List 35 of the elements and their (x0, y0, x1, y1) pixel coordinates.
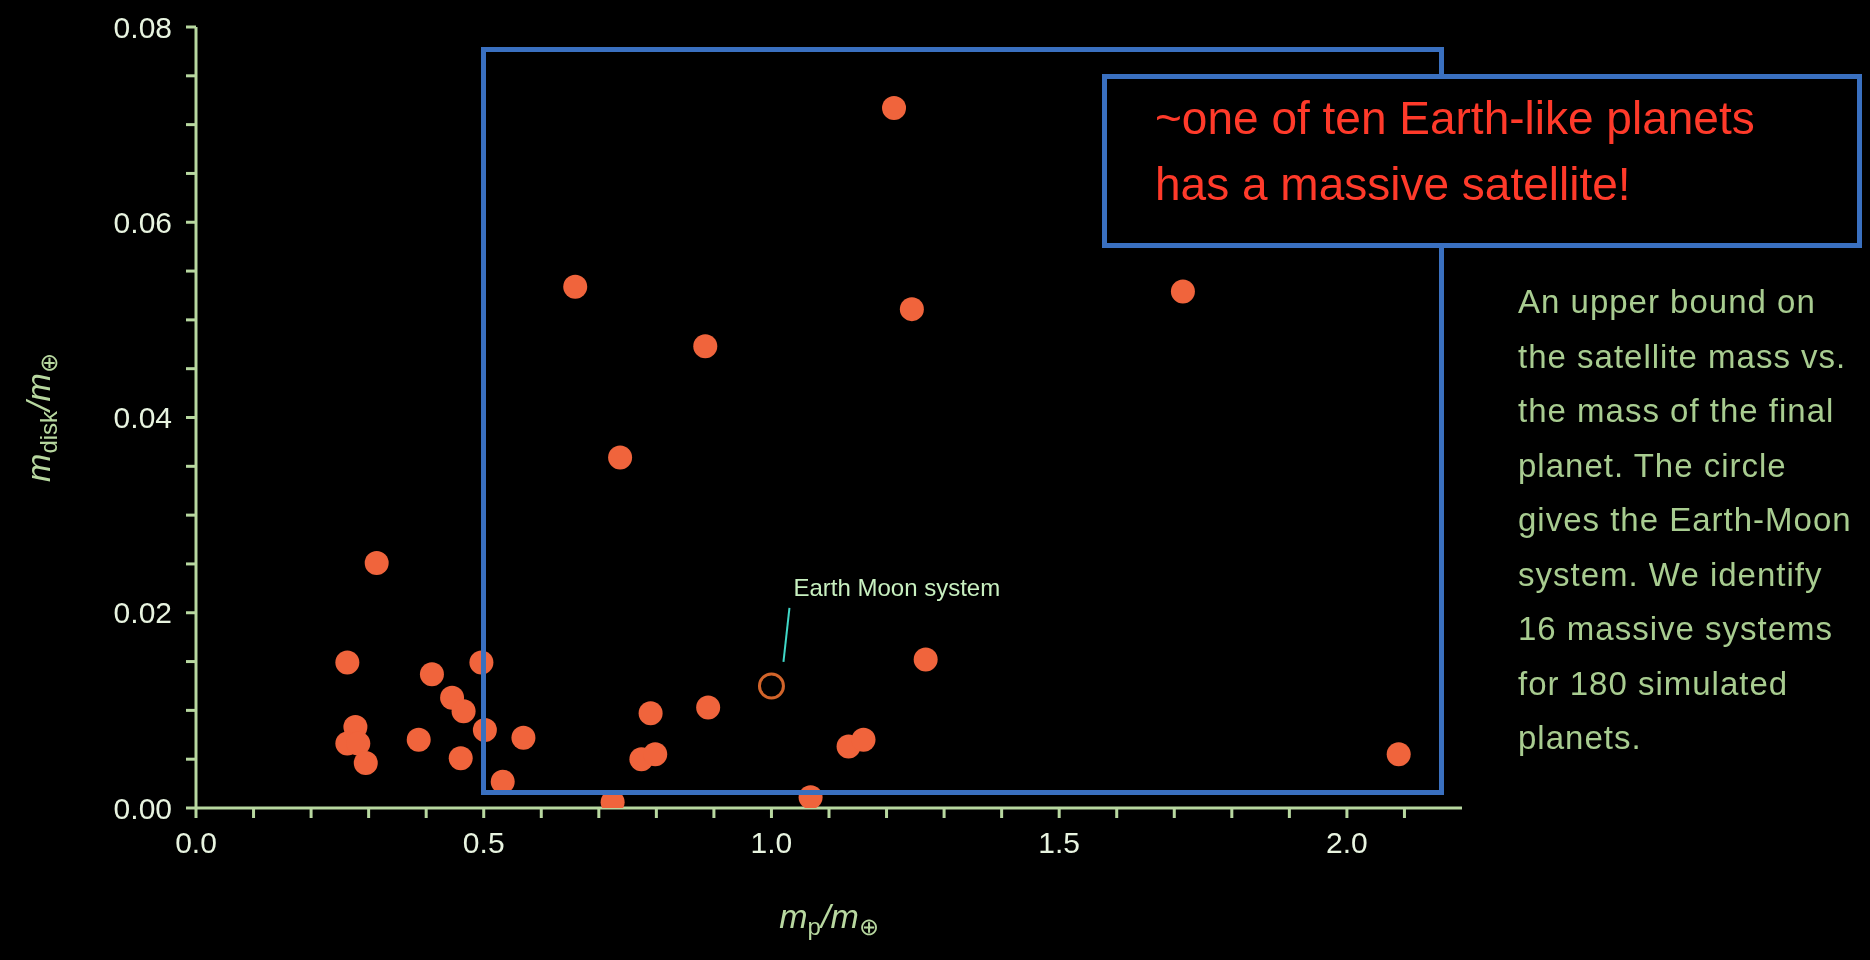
callout-box: ~one of ten Earth-like planets has a massive satellite! (1102, 74, 1862, 248)
y-tick-label: 0.08 (113, 10, 172, 44)
y-tick-label: 0.06 (113, 205, 172, 239)
point (406, 727, 431, 752)
point (913, 647, 938, 672)
x-tick-label: 2.0 (1326, 826, 1368, 860)
point (608, 445, 633, 470)
text: An upper bound on the satellite mass vs. the mass of the final planet. The circle gives the Earth-Moon system. We identify 16 massive systems for 180 simulated planets. (1518, 283, 1852, 756)
x-tick-label: 1.0 (750, 826, 793, 860)
y-tick-label: 0.00 (113, 791, 172, 825)
y-tick-label: 0.04 (113, 401, 172, 435)
x-tick-label: 0.0 (175, 826, 217, 860)
x-tick-label: 1.5 (1038, 826, 1081, 860)
point (448, 746, 473, 771)
point (638, 701, 663, 726)
point (696, 695, 721, 720)
point (419, 662, 444, 687)
point (1170, 279, 1195, 304)
point (353, 751, 378, 776)
point (563, 274, 588, 299)
point (451, 699, 476, 724)
point (851, 727, 876, 752)
point (899, 297, 924, 322)
point (1386, 742, 1411, 767)
point (693, 334, 718, 359)
x-tick-label: 0.5 (462, 826, 505, 860)
annotation: Earth Moon system (793, 573, 1001, 601)
point (882, 96, 907, 121)
point (364, 550, 389, 575)
point (335, 650, 360, 675)
point (511, 725, 536, 750)
point (643, 742, 668, 767)
y-tick-label: 0.02 (113, 596, 172, 630)
x-axis-title: m$_{p}$/m$_{⊕}$ (779, 897, 879, 941)
point (757, 672, 785, 700)
